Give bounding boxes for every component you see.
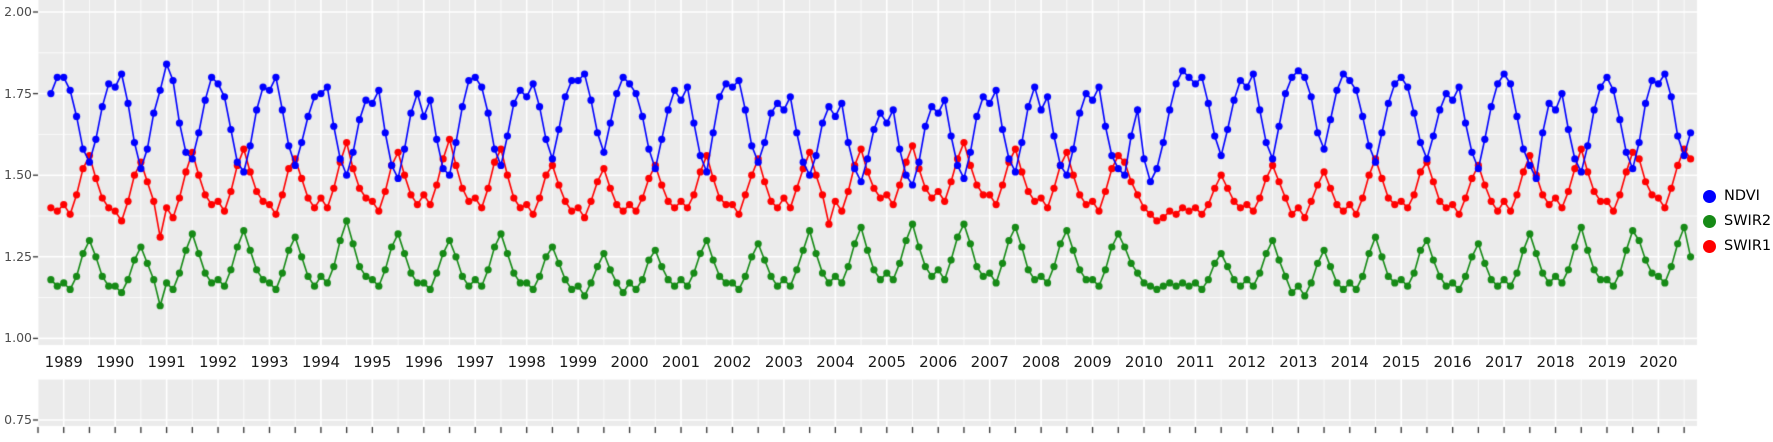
- y-tick-label: 0.75: [4, 412, 32, 427]
- x-tick-label: 2010: [1124, 353, 1164, 371]
- x-tick-label: 2009: [1073, 353, 1112, 371]
- x-tick-label: 2003: [764, 353, 803, 371]
- x-tick-label: 1989: [44, 353, 83, 371]
- y-tick-label: 1.25: [4, 248, 32, 264]
- x-tick-label: 1994: [301, 353, 341, 371]
- x-tick-label: 1999: [559, 353, 598, 371]
- x-tick-label: 1998: [507, 353, 546, 371]
- legend-item-swir1: SWIR1: [1703, 238, 1771, 254]
- legend-key-swir1-icon: [1703, 239, 1716, 253]
- x-tick-label: 1995: [353, 353, 392, 371]
- x-tick-label: 1992: [198, 353, 238, 371]
- x-tick-label: 1996: [404, 353, 443, 371]
- x-tick-label: 2017: [1484, 353, 1524, 371]
- x-tick-label: 2015: [1382, 353, 1421, 371]
- legend-label: SWIR1: [1724, 238, 1772, 254]
- x-tick-label: 1997: [456, 353, 495, 371]
- legend-key-swir2-icon: [1703, 214, 1716, 228]
- legend-item-ndvi: NDVI: [1703, 188, 1771, 204]
- x-tick-label: 2002: [713, 353, 752, 371]
- x-tick-label: 1990: [96, 353, 135, 371]
- x-tick-label: 1993: [250, 353, 289, 371]
- x-tick-label: 2019: [1587, 353, 1627, 371]
- x-tick-label: 2013: [1279, 353, 1318, 371]
- x-tick-label: 2016: [1433, 353, 1472, 371]
- x-tick-label: 2008: [1022, 353, 1061, 371]
- y-tick-label: 1.75: [4, 85, 32, 101]
- y-tick-label: 1.00: [4, 330, 32, 346]
- x-tick-label: 2000: [610, 353, 649, 371]
- legend-key-ndvi-icon: [1703, 189, 1716, 203]
- x-tick-label: 2005: [867, 353, 906, 371]
- legend: NDVI SWIR2 SWIR1: [1703, 188, 1772, 254]
- y-tick-label: 2.00: [4, 4, 32, 19]
- x-tick-label: 2011: [1176, 353, 1215, 371]
- x-tick-label: 2020: [1639, 353, 1678, 371]
- x-tick-label: 2006: [919, 353, 958, 371]
- x-tick-label: 2018: [1536, 353, 1575, 371]
- x-tick-label: 2007: [970, 353, 1009, 371]
- x-tick-label: 2014: [1330, 353, 1369, 371]
- x-tick-label: 2001: [661, 353, 701, 371]
- x-tick-label: 2004: [816, 353, 855, 371]
- legend-item-swir2: SWIR2: [1703, 213, 1771, 229]
- x-tick-label: 1991: [147, 353, 186, 371]
- legend-label: NDVI: [1724, 188, 1760, 204]
- legend-label: SWIR2: [1724, 213, 1772, 229]
- x-tick-label: 2012: [1227, 353, 1266, 371]
- y-tick-label: 1.50: [4, 167, 32, 183]
